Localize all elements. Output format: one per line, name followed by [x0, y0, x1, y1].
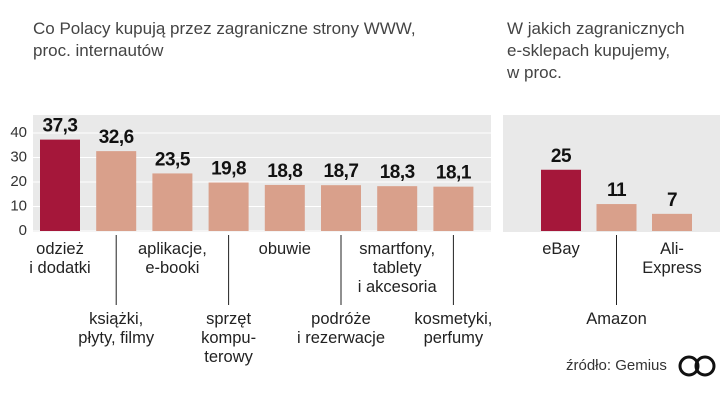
x-tick-label: książki, płyty, filmy [78, 310, 155, 347]
x-tick-label: Amazon [586, 310, 647, 328]
bar [541, 169, 581, 231]
bar [652, 213, 692, 231]
bar [596, 204, 637, 231]
y-tick-label: 40 [10, 124, 27, 141]
value-label: 18,3 [380, 162, 415, 183]
logo [678, 355, 716, 377]
x-tick-label: aplikacje, e-booki [137, 240, 207, 277]
bar [433, 186, 474, 231]
chart-title: Co Polacy kupują przez zagraniczne stron… [33, 19, 416, 38]
value-label: 18,1 [436, 163, 472, 184]
value-label: 32,6 [99, 127, 134, 148]
value-label: 18,8 [267, 161, 302, 182]
x-tick-label: obuwie [258, 240, 311, 258]
bar [321, 185, 361, 231]
value-label: 37,3 [43, 116, 78, 137]
x-tick-label: Ali- Express [642, 240, 702, 277]
bar [96, 151, 137, 231]
y-tick-label: 30 [10, 148, 27, 165]
value-label: 19,8 [211, 159, 246, 180]
x-tick-label: podróże i rezerwacje [296, 310, 386, 347]
bar [377, 186, 418, 231]
bar [208, 182, 249, 231]
value-label: 11 [607, 180, 627, 201]
value-label: 23,5 [155, 149, 191, 170]
x-tick-label: smartfony, tablety i akcesoria [357, 240, 437, 296]
value-label: 7 [667, 190, 677, 211]
y-tick-label: 0 [19, 222, 27, 239]
bar [152, 173, 193, 231]
source: źródło: Gemius [566, 357, 667, 374]
value-label: 18,7 [324, 161, 359, 182]
chart-subtitle: proc. internautów [33, 41, 164, 60]
y-tick-label: 10 [10, 197, 27, 214]
value-label: 25 [551, 146, 572, 167]
x-tick-label: sprzęt kompu- terowy [201, 310, 257, 366]
bar [264, 184, 305, 231]
y-tick-label: 20 [10, 173, 27, 190]
bar [40, 139, 80, 231]
x-tick-label: eBay [542, 240, 580, 258]
x-tick-label: kosmetyki, perfumy [414, 310, 493, 347]
x-tick-label: odzież i dodatki [29, 240, 91, 277]
chart-title: W jakich zagranicznych e-sklepach kupuje… [507, 19, 685, 82]
